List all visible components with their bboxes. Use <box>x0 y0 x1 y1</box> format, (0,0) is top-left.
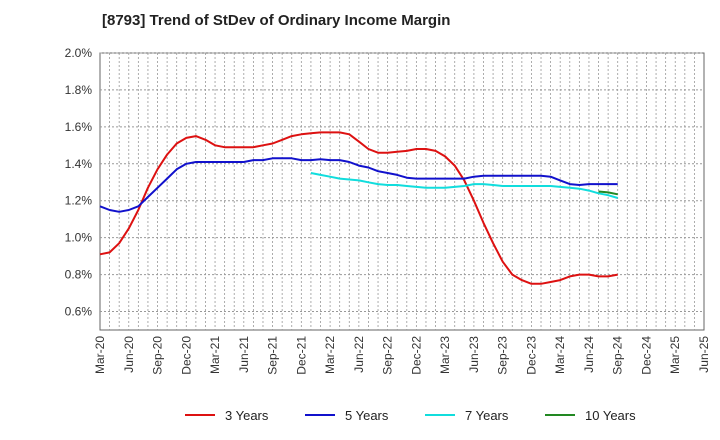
series-lines <box>99 131 618 285</box>
x-tick-label: Jun-25 <box>697 336 711 373</box>
x-tick-label: Jun-24 <box>582 336 596 373</box>
y-tick-label: 1.8% <box>65 83 93 97</box>
series-line <box>598 190 618 196</box>
x-tick-label: Mar-21 <box>208 336 222 374</box>
x-tick-label: Sep-23 <box>496 336 510 375</box>
x-tick-label: Mar-22 <box>323 336 337 374</box>
y-tick-label: 2.0% <box>65 46 93 60</box>
series-line <box>99 157 618 213</box>
x-tick-label: Sep-22 <box>381 336 395 375</box>
y-tick-label: 1.4% <box>65 157 93 171</box>
series-line <box>99 131 618 285</box>
x-tick-label: Jun-22 <box>352 336 366 373</box>
x-tick-label: Mar-23 <box>438 336 452 374</box>
x-tick-label: Dec-23 <box>524 336 538 375</box>
y-tick-label: 1.6% <box>65 120 93 134</box>
x-tick-label: Sep-24 <box>611 336 625 375</box>
legend-label: 7 Years <box>465 408 509 423</box>
series-line <box>310 172 618 199</box>
x-tick-label: Mar-20 <box>93 336 107 374</box>
x-tick-label: Mar-24 <box>553 336 567 374</box>
x-tick-label: Jun-21 <box>237 336 251 373</box>
x-tick-label: Sep-21 <box>266 336 280 375</box>
x-tick-label: Jun-23 <box>467 336 481 373</box>
legend: 3 Years 5 Years 7 Years 10 Years <box>185 408 636 423</box>
plot-area <box>99 52 705 331</box>
x-tick-label: Dec-24 <box>639 336 653 375</box>
legend-label: 10 Years <box>585 408 636 423</box>
legend-label: 5 Years <box>345 408 389 423</box>
x-tick-label: Dec-21 <box>294 336 308 375</box>
chart-title: [8793] Trend of StDev of Ordinary Income… <box>102 12 451 29</box>
x-tick-label: Sep-20 <box>151 336 165 375</box>
x-tick-label: Jun-20 <box>122 336 136 373</box>
y-tick-label: 1.0% <box>65 231 93 245</box>
y-tick-label: 0.8% <box>65 268 93 282</box>
y-axis-ticks: 2.0% 1.8% 1.6% 1.4% 1.2% 1.0% 0.8% 0.6% <box>65 46 93 319</box>
x-tick-label: Dec-20 <box>179 336 193 375</box>
legend-label: 3 Years <box>225 408 269 423</box>
y-tick-label: 0.6% <box>65 305 93 319</box>
x-tick-label: Mar-25 <box>668 336 682 374</box>
x-axis-ticks: Mar-20 Jun-20 Sep-20 Dec-20 Mar-21 Jun-21 Sep-… <box>93 336 711 375</box>
grid-lines <box>100 52 704 330</box>
y-tick-label: 1.2% <box>65 194 93 208</box>
x-tick-label: Dec-22 <box>409 336 423 375</box>
